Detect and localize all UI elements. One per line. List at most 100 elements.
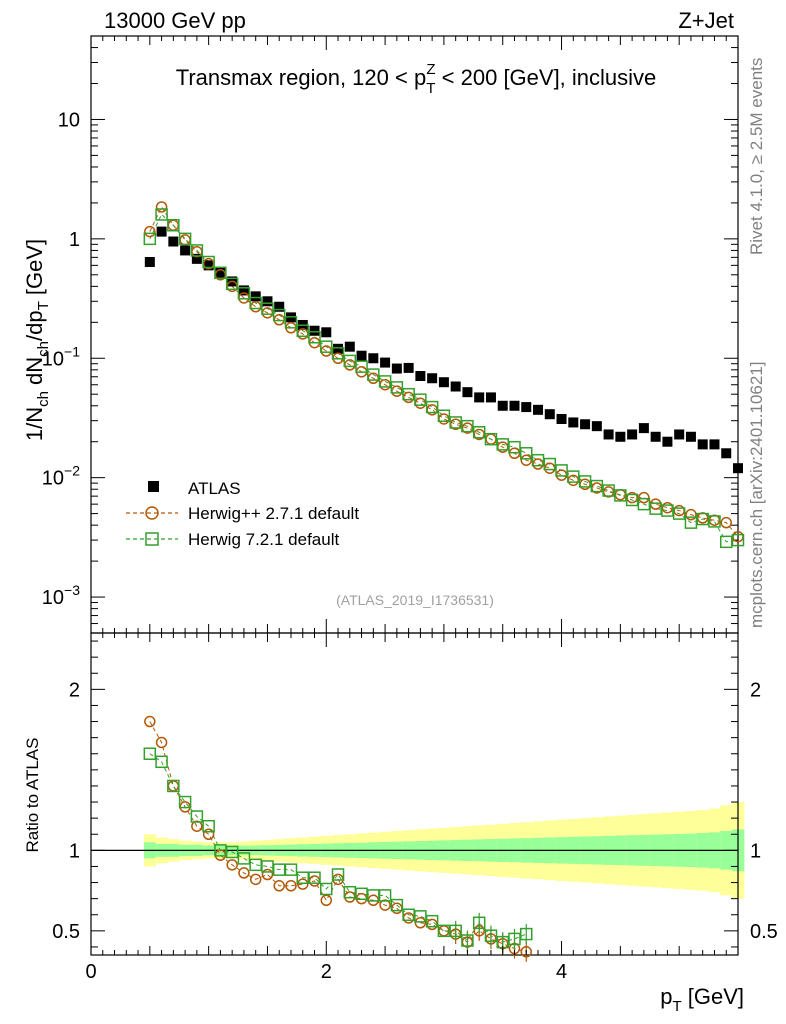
- herwig7-point: [661, 504, 674, 517]
- ratio-herwig7-point: [190, 810, 204, 823]
- herwig7-point: [296, 324, 309, 337]
- herwig7-point: [425, 400, 439, 414]
- herwig7-point: [225, 277, 239, 291]
- ratio-herwig7-point: [331, 868, 345, 881]
- rivet-version-label: Rivet 4.1.0, ≥ 2.5M events: [747, 58, 766, 255]
- herwigpp-point: [532, 458, 544, 470]
- herwigpp-point: [661, 501, 674, 514]
- ratio-herwig7-point: [155, 755, 168, 769]
- herwig7-point: [155, 208, 168, 221]
- ratio-herwig7-point: [520, 927, 533, 941]
- herwig7-point: [567, 470, 580, 483]
- atlas-point: [580, 419, 591, 430]
- ratio-herwigpp-point: [202, 828, 215, 840]
- ratio-herwig7-line: [149, 753, 527, 943]
- herwigpp-point: [544, 462, 556, 474]
- herwig7-point: [178, 232, 192, 246]
- herwig7-point: [590, 479, 604, 493]
- ratio-herwigpp-point: [238, 867, 250, 879]
- atlas-point: [250, 291, 261, 302]
- atlas-point: [144, 256, 155, 267]
- herwigpp-point: [696, 512, 709, 524]
- herwig7-point: [684, 516, 698, 529]
- y-tick-label: 10−3: [42, 582, 80, 609]
- atlas-point: [544, 409, 555, 420]
- ratio-herwig7-point: [167, 779, 180, 793]
- ratio-herwigpp-point: [167, 780, 180, 792]
- ratio-herwigpp-point: [155, 736, 168, 749]
- ratio-herwig7-point: [296, 871, 309, 884]
- atlas-point: [368, 353, 379, 364]
- herwig7-point: [496, 438, 509, 451]
- mcplots-label: mcplots.cern.ch [arXiv:2401.10621]: [747, 362, 766, 628]
- herwig7-point: [284, 316, 298, 329]
- y-tick-label: 10−2: [42, 463, 80, 490]
- atlas-point: [391, 363, 402, 374]
- herwig7-point: [637, 497, 651, 511]
- ratio-herwigpp-point: [285, 880, 297, 892]
- herwig7-point: [449, 416, 462, 429]
- legend-herwig7-label: Herwig 7.2.1 default: [188, 530, 339, 549]
- atlas-point: [321, 327, 332, 338]
- x-axis-label: pT [GeV]: [660, 984, 744, 1015]
- atlas-point: [627, 429, 638, 440]
- herwig7-point: [214, 266, 227, 280]
- ratio-herwig7-point: [461, 934, 474, 947]
- herwig7-point: [543, 457, 557, 471]
- atlas-point: [568, 417, 579, 428]
- ratio-herwig7-point: [508, 932, 521, 946]
- ratio-herwig7-point: [343, 885, 357, 899]
- x-tick-label: 2: [321, 961, 332, 983]
- ratio-herwigpp-point: [320, 894, 333, 907]
- ratio-herwig7-point: [178, 795, 192, 809]
- herwig7-point: [614, 489, 627, 502]
- ratio-herwig7-point: [484, 929, 498, 942]
- herwig7-point: [261, 302, 274, 315]
- ratio-herwig7-point: [437, 924, 451, 938]
- herwigpp-point: [555, 469, 568, 481]
- ratio-herwig7-point: [425, 914, 439, 928]
- ratio-herwig7-point: [237, 852, 251, 865]
- ratio-herwig7-point: [261, 860, 274, 873]
- ratio-herwig7-point: [472, 916, 486, 930]
- ratio-herwig7-point: [320, 882, 333, 896]
- herwigpp-point: [520, 454, 533, 466]
- herwig7-point: [308, 330, 321, 344]
- ratio-herwig7-point: [390, 898, 404, 912]
- herwig7-point: [625, 493, 639, 507]
- herwig7-point: [696, 512, 709, 526]
- herwig7-point: [143, 232, 157, 246]
- atlas-point: [556, 413, 567, 424]
- ratio-panel: Ratio to ATLAS pT [GeV] 0 2 4 0.5 0.5 1 1 2 2: [23, 632, 778, 1015]
- herwig7-point: [378, 375, 392, 388]
- herwig7-point: [578, 475, 592, 488]
- ratio-y-tick-label: 0.5: [52, 921, 80, 943]
- ratio-herwigpp-point: [261, 868, 274, 881]
- atlas-point: [180, 245, 191, 256]
- atlas-point: [685, 431, 696, 442]
- ratio-herwigpp-point: [379, 899, 391, 911]
- ratio-herwig7-point: [225, 845, 239, 859]
- atlas-point: [521, 402, 532, 413]
- ratio-herwig7-point: [449, 924, 462, 938]
- atlas-point: [709, 439, 720, 450]
- herwig7-point: [602, 484, 615, 497]
- ratio-y-tick-label-right: 1: [750, 840, 761, 862]
- atlas-point: [403, 362, 414, 373]
- herwig7-point: [461, 419, 474, 433]
- atlas-point: [497, 400, 508, 411]
- x-tick-label: 4: [556, 961, 567, 983]
- ratio-herwigpp-point: [273, 880, 285, 892]
- herwig7-line: [149, 213, 739, 543]
- atlas-point: [485, 392, 496, 403]
- atlas-point: [697, 439, 708, 450]
- ratio-herwigpp-point: [144, 715, 156, 728]
- herwig7-point: [719, 535, 733, 549]
- ratio-y-axis-label: Ratio to ATLAS: [23, 738, 42, 853]
- herwig7-point: [390, 381, 404, 394]
- atlas-point: [450, 381, 461, 392]
- main-y-axis-label: 1/Nch dNch/dpT [GeV]: [22, 239, 52, 441]
- herwig7-point: [472, 426, 486, 439]
- y-tick-label: 1: [69, 229, 80, 251]
- herwigpp-point: [720, 516, 732, 529]
